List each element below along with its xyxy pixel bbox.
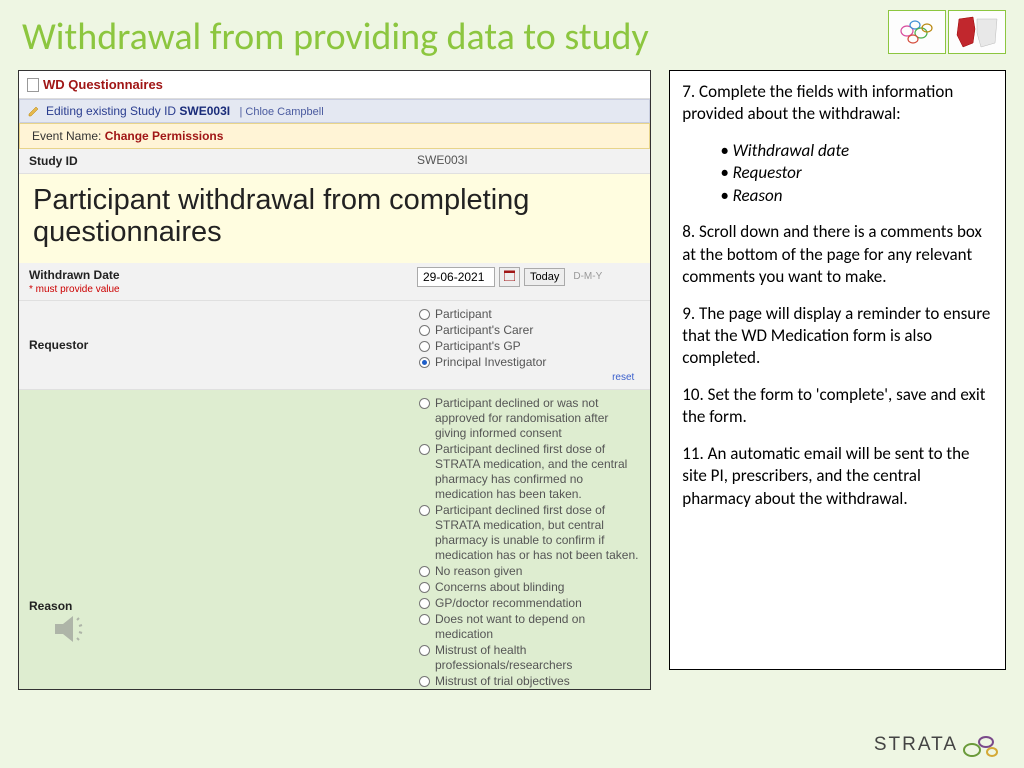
- step-8: 8. Scroll down and there is a comments b…: [682, 221, 993, 288]
- withdrawn-date-input[interactable]: [417, 267, 495, 287]
- date-controls: Today D-M-Y: [417, 267, 642, 287]
- module-title: WD Questionnaires: [43, 77, 163, 92]
- date-format-hint: D-M-Y: [573, 271, 602, 282]
- map-thumb-region: [888, 10, 946, 54]
- instruction-panel: 7. Complete the fields with information …: [669, 70, 1006, 670]
- requestor-options: ParticipantParticipant's CarerParticipan…: [417, 305, 642, 372]
- step-7-item: Withdrawal date: [720, 140, 993, 162]
- map-thumb-wa: [948, 10, 1006, 54]
- module-header: WD Questionnaires: [19, 71, 650, 99]
- strata-logo: STRATA: [874, 728, 1002, 756]
- speaker-icon: [49, 608, 91, 653]
- editing-bar: Editing existing Study ID SWE003I | Chlo…: [19, 99, 650, 123]
- step-7-intro: 7. Complete the fields with information …: [682, 81, 993, 126]
- today-button[interactable]: Today: [524, 268, 565, 286]
- strata-logo-icon: [962, 728, 1002, 758]
- reason-options: Participant declined or was not approved…: [417, 394, 642, 690]
- requestor-row: Requestor ParticipantParticipant's Carer…: [19, 301, 650, 390]
- reason-row: Reason Participant declined or was not a…: [19, 390, 650, 690]
- event-bar: Event Name: Change Permissions: [19, 123, 650, 149]
- form-heading: Participant withdrawal from completing q…: [19, 174, 650, 263]
- map-thumbnails: [888, 10, 1006, 54]
- withdrawn-date-row: Withdrawn Date * must provide value Toda…: [19, 263, 650, 301]
- reason-option[interactable]: Mistrust of health professionals/researc…: [417, 643, 642, 673]
- reason-option[interactable]: Does not want to depend on medication: [417, 612, 642, 642]
- step-7-list: Withdrawal dateRequestorReason: [682, 140, 993, 207]
- slide-title: Withdrawal from providing data to study: [0, 0, 1024, 66]
- requestor-option[interactable]: Participant's GP: [417, 339, 642, 354]
- reset-link[interactable]: reset: [417, 372, 642, 385]
- reason-option[interactable]: Participant declined or was not approved…: [417, 396, 642, 441]
- reason-option[interactable]: Participant declined first dose of STRAT…: [417, 442, 642, 502]
- requestor-option[interactable]: Participant's Carer: [417, 323, 642, 338]
- study-id-row: Study ID SWE003I: [19, 149, 650, 174]
- requestor-label: Requestor: [19, 301, 409, 389]
- step-7-item: Reason: [720, 185, 993, 207]
- pencil-icon: [28, 105, 40, 117]
- reason-option[interactable]: Concerns about blinding: [417, 580, 642, 595]
- form-screenshot: WD Questionnaires Editing existing Study…: [18, 70, 651, 690]
- study-id-label: Study ID: [19, 149, 409, 173]
- reason-option[interactable]: No reason given: [417, 564, 642, 579]
- step-7-item: Requestor: [720, 162, 993, 184]
- reason-option[interactable]: Mistrust of trial objectives: [417, 674, 642, 689]
- step-11: 11. An automatic email will be sent to t…: [682, 443, 993, 510]
- requestor-option[interactable]: Participant: [417, 307, 642, 322]
- calendar-button[interactable]: [499, 267, 520, 287]
- step-9: 9. The page will display a reminder to e…: [682, 303, 993, 370]
- reason-option[interactable]: Participant declined first dose of STRAT…: [417, 503, 642, 563]
- document-icon: [27, 78, 39, 92]
- study-id-value: SWE003I: [409, 149, 650, 173]
- requestor-option[interactable]: Principal Investigator: [417, 355, 642, 370]
- withdrawn-date-label: Withdrawn Date * must provide value: [19, 263, 409, 300]
- editing-text: Editing existing Study ID SWE003I | Chlo…: [46, 104, 324, 118]
- step-10: 10. Set the form to 'complete', save and…: [682, 384, 993, 429]
- reason-option[interactable]: GP/doctor recommendation: [417, 596, 642, 611]
